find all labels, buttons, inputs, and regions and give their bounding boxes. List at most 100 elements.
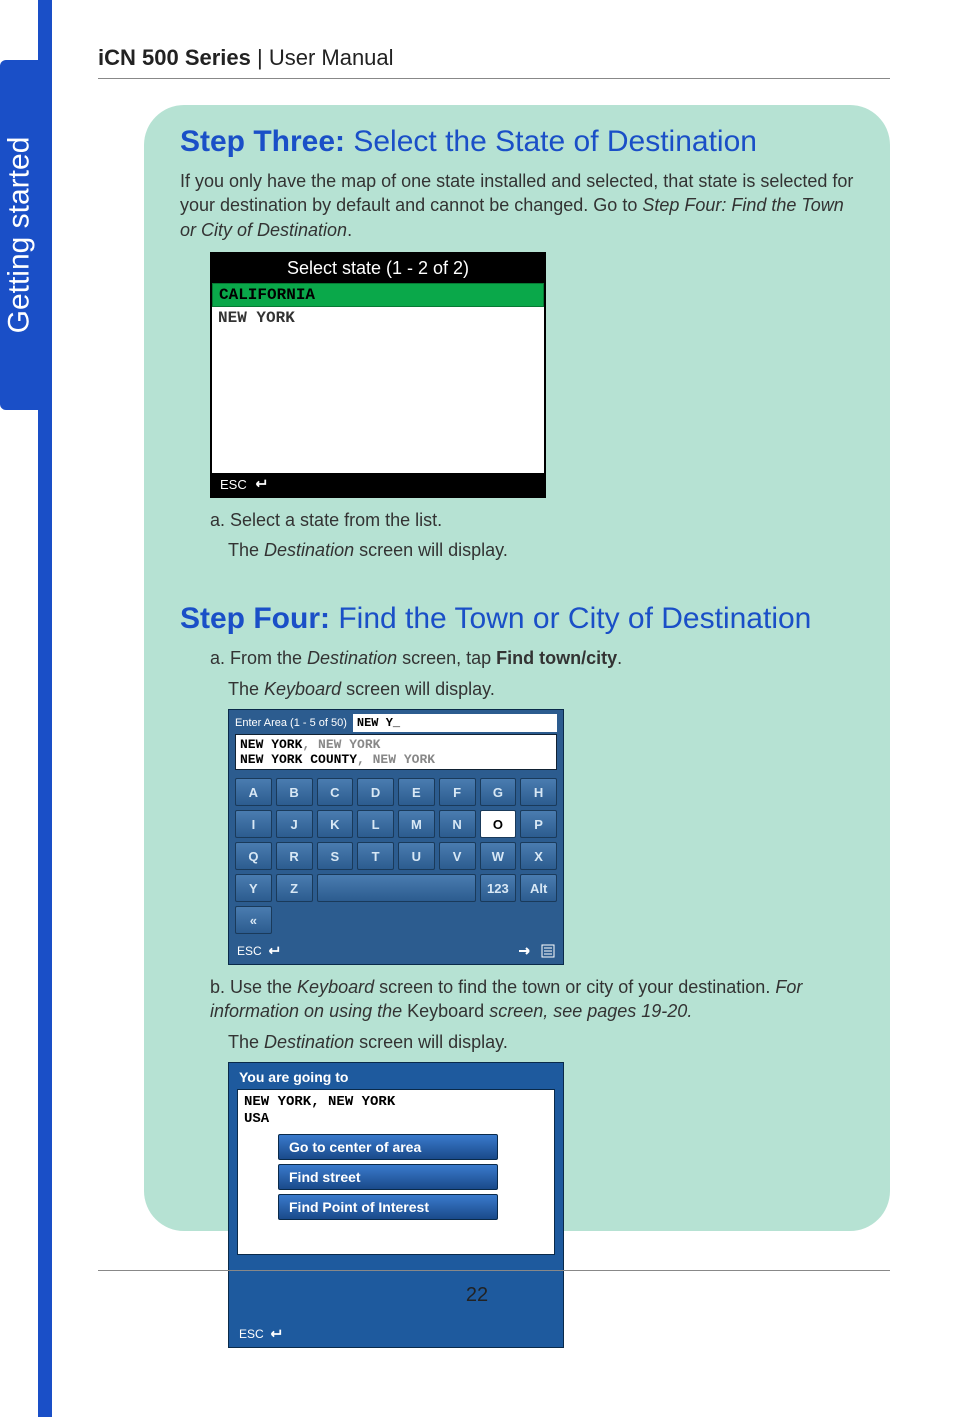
kb-r2a: NEW YORK COUNTY (240, 752, 357, 767)
step4-instruction-b: b. Use the Keyboard screen to find the t… (210, 975, 860, 1024)
key-q[interactable]: Q (235, 842, 272, 870)
state-esc-bar[interactable]: ESC (212, 473, 544, 496)
key-back[interactable]: « (235, 906, 272, 934)
dest-esc-bar[interactable]: ESC (229, 1321, 563, 1347)
key-o[interactable]: O (480, 810, 517, 838)
dest-btn-center[interactable]: Go to center of area (278, 1134, 498, 1160)
kb-input-field[interactable]: NEW Y_ (353, 714, 557, 732)
header-line: iCN 500 Series | User Manual (98, 45, 394, 71)
side-tab-label: Getting started (2, 137, 36, 334)
step4-block: Step Four: Find the Town or City of Dest… (180, 602, 860, 1347)
key-b[interactable]: B (276, 778, 313, 806)
select-state-title: Select state (1 - 2 of 2) (212, 254, 544, 283)
key-u[interactable]: U (398, 842, 435, 870)
s4ai1: Destination (307, 648, 397, 668)
step4-instruction-a: a. From the Destination screen, tap Find… (210, 646, 860, 670)
s4adot: . (617, 648, 622, 668)
key-space[interactable] (317, 874, 476, 902)
state-list: CALIFORNIA NEW YORK (212, 283, 544, 473)
dest-btn-street[interactable]: Find street (278, 1164, 498, 1190)
select-state-screenshot: Select state (1 - 2 of 2) CALIFORNIA NEW… (210, 252, 546, 498)
key-k[interactable]: K (317, 810, 354, 838)
kb-r1b: , NEW YORK (302, 737, 380, 752)
key-r[interactable]: R (276, 842, 313, 870)
step4-title: Find the Town or City of Destination (330, 602, 811, 635)
kb-esc-bar: ESC (229, 938, 563, 964)
s3a2b: screen will display. (354, 540, 508, 560)
s4abold: Find town/city (496, 648, 617, 668)
esc-label: ESC (220, 477, 247, 492)
side-tab-getting-started: Getting started (0, 60, 38, 410)
main-panel: Step Three: Select the State of Destinat… (144, 105, 890, 1231)
kb-esc-right (517, 944, 555, 958)
key-i[interactable]: I (235, 810, 272, 838)
key-p[interactable]: P (520, 810, 557, 838)
key-l[interactable]: L (357, 810, 394, 838)
dest-esc-label: ESC (239, 1327, 264, 1341)
step4-instruction-a2: The Keyboard screen will display. (228, 677, 860, 701)
dest-line1: NEW YORK, NEW YORK (244, 1094, 548, 1111)
kb-result-1[interactable]: NEW YORK, NEW YORK (240, 737, 552, 752)
key-f[interactable]: F (439, 778, 476, 806)
step3-intro: If you only have the map of one state in… (180, 169, 860, 242)
key-m[interactable]: M (398, 810, 435, 838)
step3-title: Select the State of Destination (345, 125, 757, 158)
kb-top-row: Enter Area (1 - 5 of 50) NEW Y_ (229, 710, 563, 734)
key-v[interactable]: V (439, 842, 476, 870)
key-h[interactable]: H (520, 778, 557, 806)
key-c[interactable]: C (317, 778, 354, 806)
s4b2b: screen will display. (354, 1032, 508, 1052)
kb-esc-left[interactable]: ESC (237, 944, 280, 958)
s3a2a: The (228, 540, 264, 560)
s4b2a: The (228, 1032, 264, 1052)
s4a2a: The (228, 679, 264, 699)
key-s[interactable]: S (317, 842, 354, 870)
list-icon[interactable] (541, 944, 555, 958)
key-w[interactable]: W (480, 842, 517, 870)
key-n[interactable]: N (439, 810, 476, 838)
step3-heading: Step Three: Select the State of Destinat… (180, 125, 860, 159)
s4amid: screen, tap (397, 648, 496, 668)
step4-heading: Step Four: Find the Town or City of Dest… (180, 602, 860, 636)
vertical-blue-bar (38, 0, 52, 1417)
step3-instruction-a2: The Destination screen will display. (228, 538, 860, 562)
s4a2b: screen will display. (341, 679, 495, 699)
key-t[interactable]: T (357, 842, 394, 870)
return-arrow-icon (266, 945, 280, 957)
dest-btn-poi[interactable]: Find Point of Interest (278, 1194, 498, 1220)
kb-esc-label: ESC (237, 944, 262, 958)
key-e[interactable]: E (398, 778, 435, 806)
dest-box: NEW YORK, NEW YORK USA Go to center of a… (237, 1089, 555, 1255)
key-x[interactable]: X (520, 842, 557, 870)
kb-result-2[interactable]: NEW YORK COUNTY, NEW YORK (240, 752, 552, 767)
kb-grid: A B C D E F G H I J K L M N O P Q R S T (229, 770, 563, 938)
header-product: iCN 500 Series (98, 45, 251, 70)
s4a2i: Keyboard (264, 679, 341, 699)
step4-instruction-b2: The Destination screen will display. (228, 1030, 860, 1054)
s4b2i: Destination (264, 1032, 354, 1052)
kb-r2b: , NEW YORK (357, 752, 435, 767)
s4bi1: Keyboard (297, 977, 374, 997)
step3-label: Step Three: (180, 125, 345, 158)
key-123[interactable]: 123 (480, 874, 517, 902)
keyboard-screenshot: Enter Area (1 - 5 of 50) NEW Y_ NEW YORK… (228, 709, 564, 965)
s4bi3: screen, see pages 19-20. (484, 1001, 692, 1021)
key-y[interactable]: Y (235, 874, 272, 902)
dest-line2: USA (244, 1111, 548, 1128)
key-g[interactable]: G (480, 778, 517, 806)
s4apre: a. From the (210, 648, 307, 668)
key-a[interactable]: A (235, 778, 272, 806)
dest-buttons: Go to center of area Find street Find Po… (278, 1134, 548, 1220)
page-number: 22 (0, 1284, 954, 1307)
key-alt[interactable]: Alt (520, 874, 557, 902)
kb-r1a: NEW YORK (240, 737, 302, 752)
state-row-california[interactable]: CALIFORNIA (212, 283, 544, 307)
key-j[interactable]: J (276, 810, 313, 838)
dest-title: You are going to (229, 1063, 563, 1089)
key-d[interactable]: D (357, 778, 394, 806)
s3a2i: Destination (264, 540, 354, 560)
forward-arrow-icon[interactable] (517, 945, 533, 957)
header-rule (98, 78, 890, 79)
state-row-newyork[interactable]: NEW YORK (212, 307, 544, 329)
key-z[interactable]: Z (276, 874, 313, 902)
